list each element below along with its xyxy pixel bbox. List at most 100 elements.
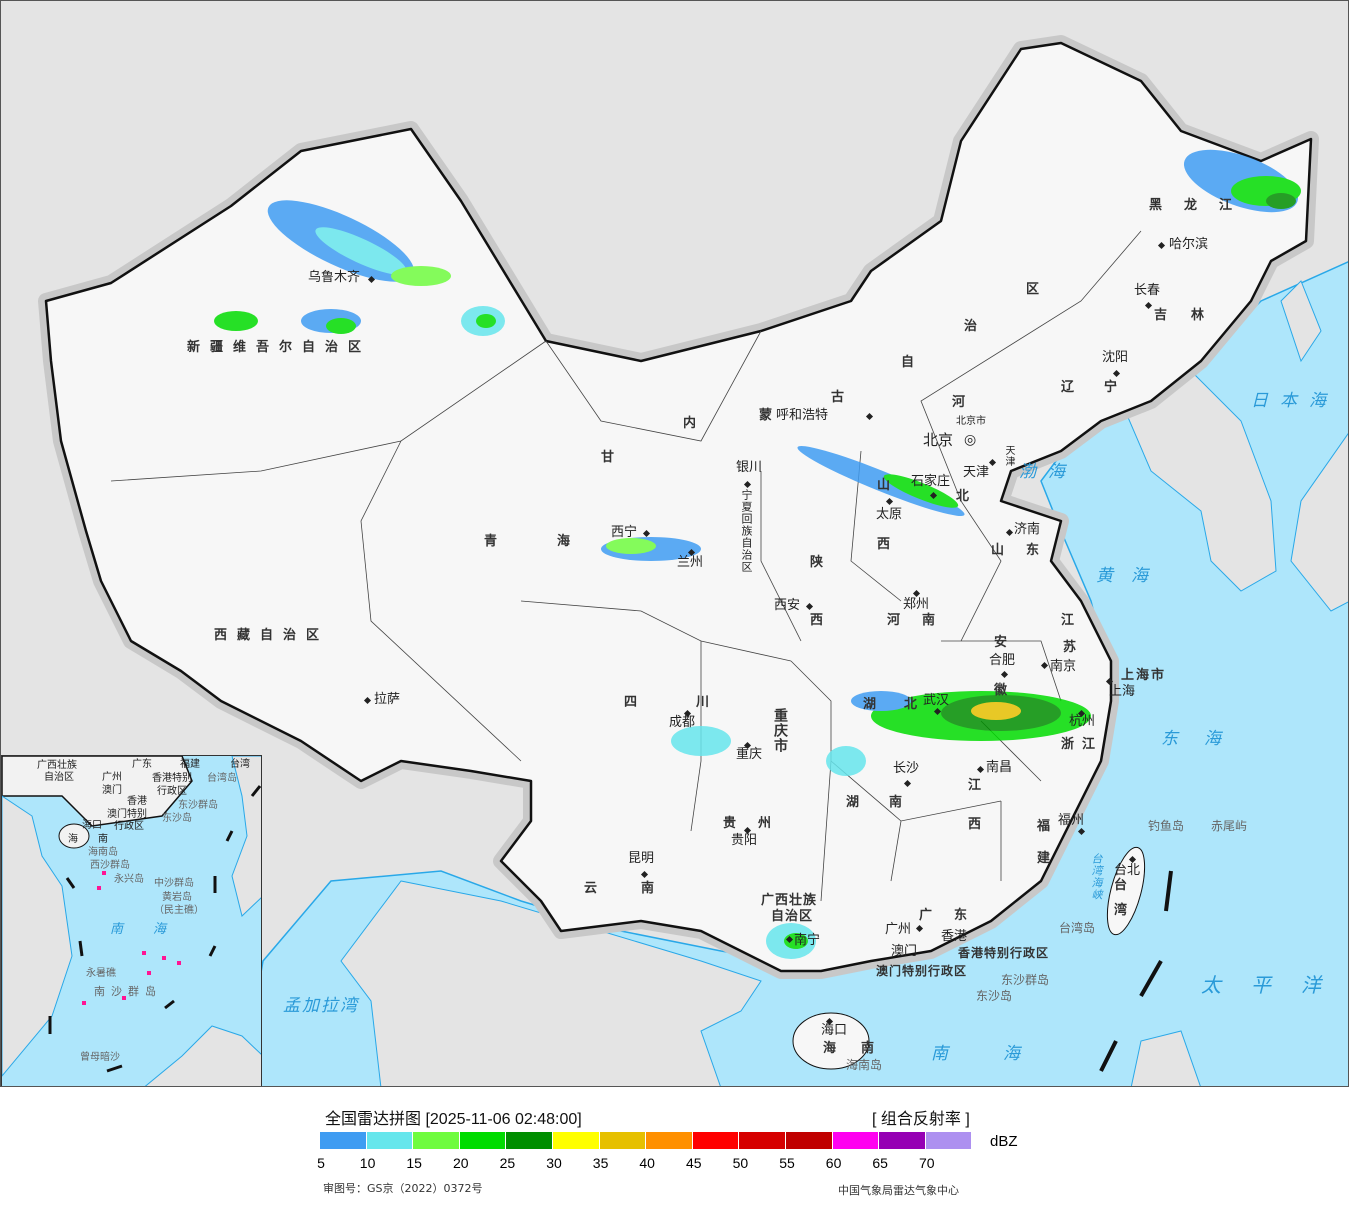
inset-label: 澳门 xyxy=(102,785,122,796)
province-label: 贵州 xyxy=(723,816,794,831)
city-label: 郑州 xyxy=(903,597,930,612)
tick-label: 60 xyxy=(825,1155,842,1171)
sea-label: 台湾海峡 xyxy=(1090,853,1103,901)
radar-echoes xyxy=(214,149,1301,959)
unit-label: dBZ xyxy=(990,1133,1018,1150)
province-label: 建 xyxy=(1037,851,1051,866)
inset-label: 广东 xyxy=(132,759,152,770)
tick-label: 35 xyxy=(592,1155,609,1171)
city-label: 上海 xyxy=(1109,684,1136,699)
inset-label: 广西壮族 xyxy=(37,760,77,771)
inset-label: 香港特别 xyxy=(152,773,192,784)
province-label: 青 xyxy=(484,534,498,549)
province-label: 海 xyxy=(557,534,571,549)
province-label: 重庆市 xyxy=(772,708,788,753)
city-label: 呼和浩特 xyxy=(776,408,829,423)
city-label: 南昌 xyxy=(986,760,1013,775)
tick-label: 15 xyxy=(406,1155,422,1171)
city-label: 成都 xyxy=(669,715,696,730)
city-label: 合肥 xyxy=(989,653,1016,668)
city-label: 昆明 xyxy=(628,851,655,866)
inset-label: 东沙群岛 xyxy=(178,800,218,811)
province-label: 江 xyxy=(968,778,982,793)
city-label: 太原 xyxy=(876,507,903,522)
province-label: 浙江 xyxy=(1061,737,1104,752)
province-label: 山 xyxy=(877,478,891,493)
island-label: 赤尾屿 xyxy=(1211,819,1248,833)
province-label: 天津 xyxy=(1003,445,1014,467)
tick-label: 45 xyxy=(686,1155,702,1171)
province-label: 黑龙江 xyxy=(1149,198,1255,213)
map-title: 全国雷达拼图 [2025-11-06 02:48:00] xyxy=(325,1111,582,1128)
capital-icon: ◎ xyxy=(964,432,977,448)
color-swatch xyxy=(832,1132,879,1149)
province-label: 河南 xyxy=(887,613,958,628)
province-label: 西 xyxy=(810,613,824,628)
city-label: 台北 xyxy=(1114,863,1141,878)
province-label: 自治区 xyxy=(771,909,814,924)
source-label: 中国气象局雷达气象中心 xyxy=(838,1184,959,1197)
province-label: 西 xyxy=(877,537,891,552)
province-label: 山东 xyxy=(991,543,1062,558)
japan-land xyxy=(1280,280,1348,612)
province-label: 北 xyxy=(956,489,970,504)
inset-label: 台湾 xyxy=(230,759,250,770)
province-label: 徽 xyxy=(994,683,1008,698)
color-swatch xyxy=(459,1132,506,1149)
city-label: 南京 xyxy=(1050,659,1077,674)
tick-label: 25 xyxy=(499,1155,516,1171)
inset-label: 海口 xyxy=(82,820,102,831)
province-label: 内 xyxy=(683,416,697,431)
province-label: 北 xyxy=(904,697,918,712)
province-label: 川 xyxy=(696,695,710,710)
island-label: 台湾岛 xyxy=(1059,921,1096,935)
province-label: 西 xyxy=(968,817,982,832)
tick-label: 30 xyxy=(546,1155,562,1171)
color-swatch xyxy=(785,1132,832,1149)
city-label: 澳门 xyxy=(891,944,918,959)
inset-label: 黄岩岛 xyxy=(162,892,192,903)
inset-label: 海南岛 xyxy=(88,847,118,858)
tick-label: 5 xyxy=(317,1155,325,1171)
province-label: 上海市 xyxy=(1121,668,1167,683)
province-label: 甘 xyxy=(601,450,615,465)
province-label: 辽宁 xyxy=(1061,380,1148,395)
sea-label: 太平洋 xyxy=(1201,973,1349,997)
color-swatch xyxy=(320,1132,366,1149)
city-label: 兰州 xyxy=(677,555,704,570)
tick-label: 50 xyxy=(732,1155,749,1171)
inset-label: 南 xyxy=(98,834,108,845)
province-label: 台 xyxy=(1114,878,1128,893)
korea-land xyxy=(1120,370,1277,592)
tick-label: 20 xyxy=(453,1155,469,1171)
tick-label: 10 xyxy=(359,1155,376,1171)
province-label: 自 xyxy=(901,355,915,370)
inset-label: 永兴岛 xyxy=(114,874,144,885)
city-label: 杭州 xyxy=(1069,714,1096,729)
province-label: 西藏自治区 xyxy=(214,628,330,643)
color-swatch xyxy=(366,1132,413,1149)
sea-label: 日本海 xyxy=(1251,391,1338,411)
island-label: 海南岛 xyxy=(846,1058,883,1072)
sea-label: 黄海 xyxy=(1096,566,1166,586)
province-label: 古 xyxy=(831,390,845,405)
sea-label: 孟加拉湾 xyxy=(283,996,359,1016)
province-label: 广西壮族 xyxy=(761,893,818,908)
province-label: 宁夏回族自治区 xyxy=(740,489,753,573)
color-swatch xyxy=(413,1132,459,1149)
island-label: 东沙岛 xyxy=(976,989,1013,1003)
city-label: 沈阳 xyxy=(1102,350,1129,365)
inset-label: 台湾岛 xyxy=(207,773,237,784)
city-label: 长春 xyxy=(1134,283,1161,298)
city-label: 西宁 xyxy=(611,525,638,540)
radar-map[interactable]: 新疆维吾尔自治区 西藏自治区 青 海 甘 内 蒙 古 自 治 区 黑龙江 吉林 … xyxy=(0,0,1349,1087)
province-label: 苏 xyxy=(1063,640,1077,655)
color-swatch xyxy=(599,1132,646,1149)
province-label: 南 xyxy=(889,795,903,810)
province-label: 澳门特别行政区 xyxy=(876,964,968,978)
inset-label: 中沙群岛 xyxy=(154,878,194,889)
sea-label: 南海 xyxy=(931,1044,1075,1064)
city-label: 福州 xyxy=(1058,813,1085,828)
province-label: 安 xyxy=(994,635,1008,650)
inset-label: （民主礁） xyxy=(154,905,204,916)
